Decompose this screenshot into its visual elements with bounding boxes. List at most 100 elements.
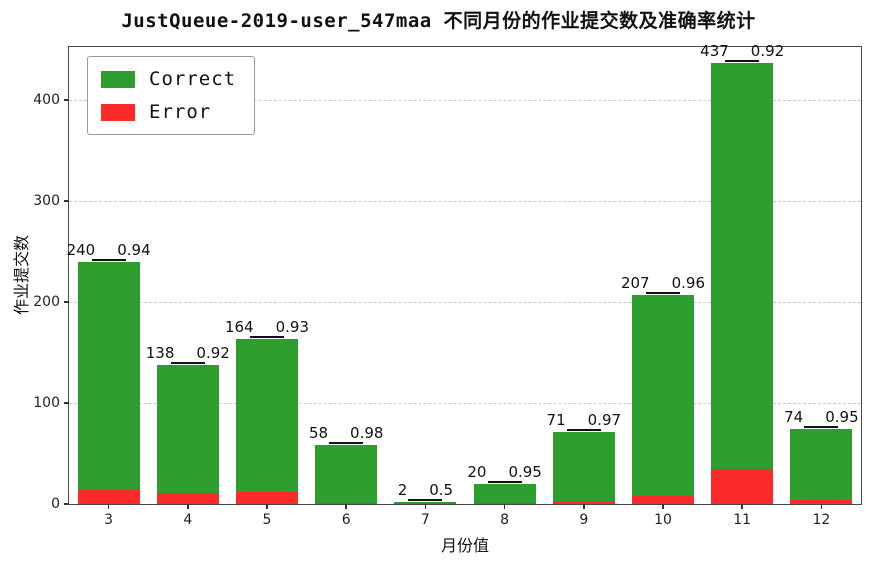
chart-title: JustQueue-2019-user_547maa 不同月份的作业提交数及准确… xyxy=(121,10,756,32)
errorbar-cap xyxy=(646,292,680,295)
bar-correct-month-3 xyxy=(77,261,140,490)
gridline xyxy=(69,302,861,304)
bar-total: 71 xyxy=(546,411,566,430)
errorbar-cap xyxy=(566,429,601,432)
bar-total: 20 xyxy=(467,462,487,481)
bar-total: 2 xyxy=(397,480,408,499)
y-tick-label: 400 xyxy=(33,92,60,109)
y-tick-label: 100 xyxy=(33,395,60,412)
bar-total: 58 xyxy=(308,424,329,443)
bar-error-month-12 xyxy=(790,499,853,504)
bar-value-label: 2 0.5 xyxy=(345,481,505,499)
bar-error-month-11 xyxy=(711,468,774,504)
legend-item-error: Error xyxy=(101,101,236,123)
y-tick-mark xyxy=(64,503,69,505)
errorbar-cap xyxy=(487,480,522,483)
x-tick-label-month-8: 8 xyxy=(500,512,510,528)
errorbar-cap xyxy=(91,258,126,261)
errorbar-cap xyxy=(250,335,284,338)
bar-value-label: 240 0.94 xyxy=(29,241,189,259)
gridline xyxy=(69,100,861,102)
bar-value-label: 437 0.92 xyxy=(662,42,822,60)
x-tick-mark xyxy=(424,504,427,509)
bar-accuracy: 0.5 xyxy=(429,480,454,499)
bar-value-label: 20 0.95 xyxy=(425,463,585,481)
y-tick-mark xyxy=(64,301,69,303)
y-tick-label: 200 xyxy=(33,294,60,311)
bar-total: 240 xyxy=(66,240,96,259)
bar-correct-month-9 xyxy=(552,432,615,502)
bar-correct-month-11 xyxy=(711,63,774,469)
errorbar-cap xyxy=(804,426,839,429)
y-tick-label: 300 xyxy=(33,193,60,210)
errorbar-cap xyxy=(170,361,205,364)
bar-error-month-5 xyxy=(236,491,298,504)
bar-total: 74 xyxy=(784,408,804,427)
x-tick-mark xyxy=(187,504,189,509)
bar-correct-month-7 xyxy=(394,501,457,503)
bar-accuracy: 0.98 xyxy=(350,424,384,443)
x-tick-label-month-9: 9 xyxy=(579,512,589,528)
bar-error-month-10 xyxy=(632,495,694,504)
x-tick-label-month-3: 3 xyxy=(104,512,114,528)
bar-value-label: 71 0.97 xyxy=(504,411,664,429)
bar-correct-month-8 xyxy=(473,483,536,503)
x-tick-label-month-5: 5 xyxy=(262,512,272,528)
x-tick-mark xyxy=(820,504,823,509)
x-tick-label-month-7: 7 xyxy=(420,512,430,528)
x-tick-mark xyxy=(583,504,585,509)
bar-accuracy: 0.95 xyxy=(508,462,542,481)
bar-correct-month-12 xyxy=(790,429,853,500)
gridline xyxy=(69,403,861,405)
errorbar-cap xyxy=(408,498,443,501)
x-axis-label: 月份值 xyxy=(440,536,490,555)
bar-accuracy: 0.96 xyxy=(671,274,706,293)
bar-accuracy: 0.94 xyxy=(117,240,151,259)
x-tick-mark xyxy=(345,504,347,509)
legend: Correct Error xyxy=(87,56,256,135)
legend-item-correct: Correct xyxy=(101,68,236,90)
bar-total: 138 xyxy=(145,343,175,362)
bar-correct-month-6 xyxy=(315,445,378,503)
legend-label-correct: Correct xyxy=(149,68,237,90)
x-tick-mark xyxy=(107,504,110,509)
x-tick-label-month-11: 11 xyxy=(733,512,752,528)
bar-accuracy: 0.93 xyxy=(275,317,310,336)
x-tick-mark xyxy=(741,504,743,509)
legend-label-error: Error xyxy=(149,101,212,123)
bar-accuracy: 0.92 xyxy=(750,42,785,61)
bar-error-month-3 xyxy=(77,489,140,504)
bar-error-month-8 xyxy=(473,502,536,504)
errorbar-cap xyxy=(329,442,364,445)
bar-total: 437 xyxy=(700,42,729,61)
bar-value-label: 58 0.98 xyxy=(266,424,426,442)
plot-area: Correct Error 0 100 200 300 400 240 0.94 3 138 0.9… xyxy=(33,42,862,528)
bar-correct-month-4 xyxy=(156,364,219,493)
bar-value-label: 164 0.93 xyxy=(187,318,347,336)
bar-error-month-9 xyxy=(552,501,615,504)
errorbar-cap xyxy=(725,60,760,63)
bar-error-month-4 xyxy=(156,492,219,504)
bar-total: 207 xyxy=(620,274,650,293)
x-tick-mark xyxy=(662,504,664,509)
bar-value-label: 74 0.95 xyxy=(741,408,877,426)
x-tick-label-month-10: 10 xyxy=(654,512,672,528)
y-tick-label: 0 xyxy=(51,496,60,512)
bar-accuracy: 0.97 xyxy=(587,411,622,430)
legend-swatch-correct xyxy=(101,70,135,88)
x-tick-label-month-12: 12 xyxy=(812,512,831,528)
x-tick-mark xyxy=(266,504,268,509)
bar-accuracy: 0.95 xyxy=(825,408,859,427)
bar-error-month-6 xyxy=(315,502,378,504)
bar-accuracy: 0.92 xyxy=(196,343,230,362)
bar-value-label: 207 0.96 xyxy=(583,274,743,292)
x-tick-label-month-6: 6 xyxy=(341,512,351,528)
y-tick-mark xyxy=(64,200,69,202)
x-tick-mark xyxy=(503,504,506,509)
bar-error-month-7 xyxy=(394,502,457,504)
bar-value-label: 138 0.92 xyxy=(108,344,268,362)
bar-correct-month-10 xyxy=(632,295,694,496)
legend-swatch-error xyxy=(101,103,135,121)
x-tick-label-month-4: 4 xyxy=(183,512,193,528)
